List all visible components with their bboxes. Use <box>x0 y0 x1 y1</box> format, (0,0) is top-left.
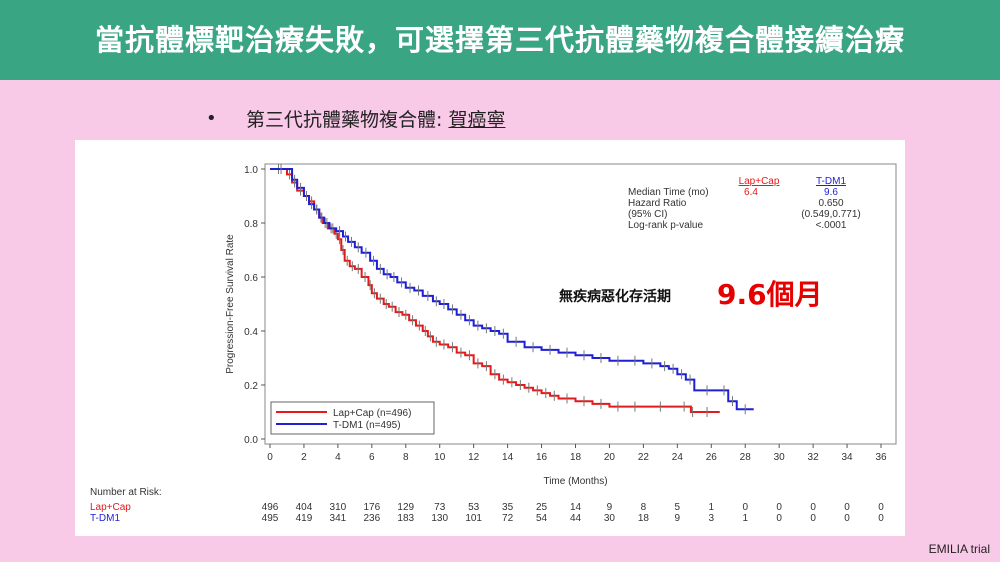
risk-count: 72 <box>502 513 514 524</box>
risk-count: 236 <box>363 513 380 524</box>
x-tick-label: 4 <box>335 452 341 463</box>
risk-count: 73 <box>434 502 446 513</box>
risk-count: 25 <box>536 502 548 513</box>
risk-count: 341 <box>330 513 347 524</box>
risk-count: 0 <box>844 513 850 524</box>
x-tick-label: 2 <box>301 452 307 463</box>
risk-count: 53 <box>468 502 480 513</box>
legend-label: T-DM1 (n=495) <box>333 420 401 431</box>
stats-tdm1-value: 9.6 <box>824 187 838 198</box>
legend-box <box>270 401 435 435</box>
risk-count: 18 <box>638 513 650 524</box>
risk-count: 3 <box>708 513 714 524</box>
x-tick-label: 22 <box>638 452 650 463</box>
risk-count: 14 <box>570 502 582 513</box>
risk-count: 404 <box>296 502 313 513</box>
bullet-text: 第三代抗體藥物複合體: 賀癌寧 <box>246 105 505 132</box>
risk-count: 0 <box>810 513 816 524</box>
x-tick-label: 12 <box>468 452 480 463</box>
risk-count: 496 <box>262 502 279 513</box>
x-tick-label: 26 <box>706 452 718 463</box>
risk-count: 183 <box>397 513 414 524</box>
y-tick-label: 1.0 <box>244 165 258 176</box>
header-bar: 當抗體標靶治療失敗，可選擇第三代抗體藥物複合體接續治療 <box>0 0 1000 80</box>
bullet-dot: • <box>206 108 217 129</box>
risk-count: 9 <box>607 502 613 513</box>
risk-count: 44 <box>570 513 582 524</box>
x-tick-label: 24 <box>672 452 684 463</box>
risk-count: 176 <box>363 502 380 513</box>
source-note: EMILIA trial <box>928 542 990 556</box>
x-tick-label: 16 <box>536 452 548 463</box>
legend-label: Lap+Cap (n=496) <box>333 408 411 419</box>
risk-count: 0 <box>878 502 884 513</box>
stats-row-label: (95% CI) <box>628 209 667 220</box>
y-tick-label: 0.4 <box>244 327 258 338</box>
risk-count: 0 <box>810 502 816 513</box>
stats-header-lapcap: Lap+Cap <box>739 176 780 187</box>
risk-count: 0 <box>776 502 782 513</box>
risk-count: 419 <box>296 513 313 524</box>
risk-count: 8 <box>641 502 647 513</box>
x-tick-label: 6 <box>369 452 375 463</box>
y-tick-label: 0.2 <box>244 381 258 392</box>
stats-lapcap-value: 6.4 <box>744 187 758 198</box>
x-tick-label: 36 <box>875 452 887 463</box>
stats-tdm1-value: (0.549,0.771) <box>801 209 861 220</box>
y-axis-label: Progression-Free Survival Rate <box>225 234 236 374</box>
x-tick-label: 8 <box>403 452 409 463</box>
y-tick-label: 0.8 <box>244 219 258 230</box>
risk-count: 310 <box>330 502 347 513</box>
callout-label: 無疾病惡化存活期 <box>559 288 671 305</box>
stats-header-tdm1: T-DM1 <box>816 176 846 187</box>
stats-row-label: Log-rank p-value <box>628 220 703 231</box>
risk-table-title: Number at Risk: <box>90 487 162 498</box>
x-tick-label: 14 <box>502 452 514 463</box>
risk-row-label: Lap+Cap <box>90 502 131 513</box>
risk-count: 495 <box>262 513 279 524</box>
stats-row-label: Hazard Ratio <box>628 198 687 209</box>
risk-count: 0 <box>742 502 748 513</box>
slide-title: 當抗體標靶治療失敗，可選擇第三代抗體藥物複合體接續治療 <box>94 23 905 57</box>
risk-count: 101 <box>465 513 482 524</box>
risk-count: 0 <box>776 513 782 524</box>
callout-value: 9.6個月 <box>717 278 823 311</box>
risk-count: 1 <box>708 502 714 513</box>
risk-count: 0 <box>878 513 884 524</box>
bullet-prefix: 第三代抗體藥物複合體: <box>246 109 449 131</box>
stats-tdm1-value: <.0001 <box>816 220 847 231</box>
km-chart: 0.00.20.40.60.81.00 2 4 6 8 10 12 14 16 18 20 22 24 2… <box>90 163 897 524</box>
risk-count: 1 <box>742 513 748 524</box>
x-tick-label: 18 <box>570 452 582 463</box>
risk-count: 54 <box>536 513 548 524</box>
risk-row-label: T-DM1 <box>90 513 120 524</box>
risk-count: 5 <box>675 502 681 513</box>
risk-count: 30 <box>604 513 616 524</box>
x-tick-label: 28 <box>740 452 752 463</box>
stats-row-label: Median Time (mo) <box>628 187 709 198</box>
x-tick-label: 10 <box>434 452 446 463</box>
y-tick-label: 0.0 <box>244 435 258 446</box>
x-tick-label: 34 <box>841 452 853 463</box>
x-tick-label: 20 <box>604 452 616 463</box>
drug-name: 賀癌寧 <box>448 109 506 131</box>
risk-count: 129 <box>397 502 414 513</box>
x-tick-label: 30 <box>774 452 786 463</box>
chart-panel: 0.0 0.2 0.4 0.6 0.8 1.0 0 2 4 6 8 10 12 14 16 18 20 22 24 2… <box>75 140 905 536</box>
risk-count: 9 <box>675 513 681 524</box>
y-tick-label: 0.6 <box>244 273 258 284</box>
risk-count: 35 <box>502 502 514 513</box>
risk-count: 0 <box>844 502 850 513</box>
stats-tdm1-value: 0.650 <box>818 198 843 209</box>
x-tick-label: 32 <box>808 452 820 463</box>
risk-count: 130 <box>431 513 448 524</box>
x-axis-label: Time (Months) <box>543 476 607 487</box>
plot-frame <box>264 163 897 445</box>
x-tick-label: 0 <box>267 452 273 463</box>
